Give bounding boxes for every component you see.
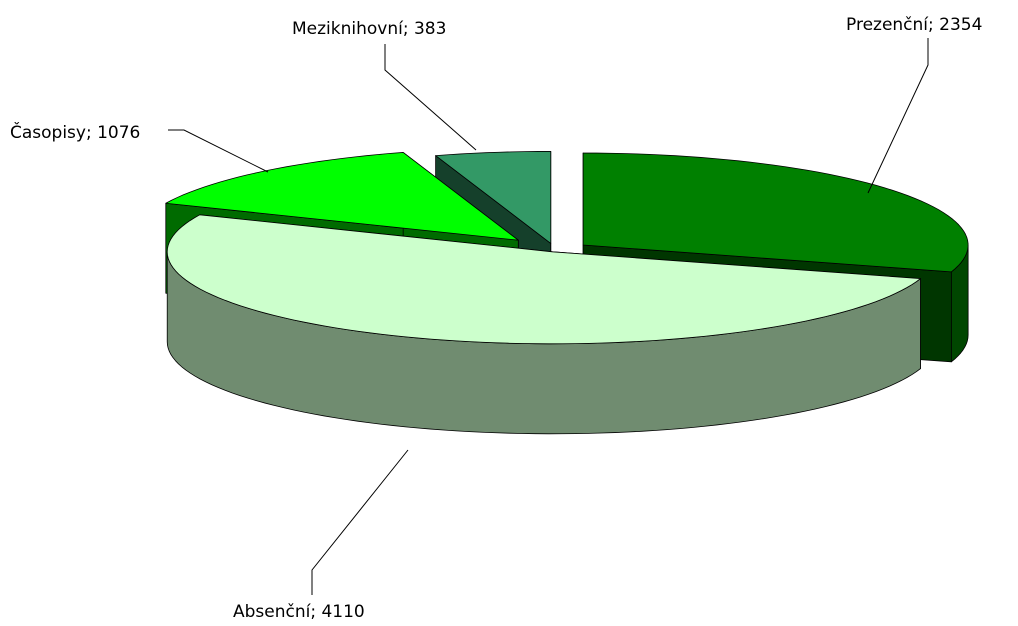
pie-labels: Prezenční; 2354 Absenční; 4110 Časopisy;… [10,15,982,622]
leader-line-meziknihovni [384,44,477,151]
leader-line-absencni [311,449,409,595]
slice-label-casopisy: Časopisy; 1076 [10,121,140,143]
slice-prezencni-top [582,152,969,273]
slice-label-absencni: Absenční; 4110 [233,602,365,622]
slice-absencni-top [166,214,921,345]
slice-casopisy-top [165,152,519,241]
leader-line-casopisy [168,129,269,173]
slice-label-prezencni: Prezenční; 2354 [846,15,982,35]
slice-label-meziknihovni: Meziknihovní; 383 [292,19,446,39]
leader-line-prezencni [867,38,929,194]
slice-absencni [166,214,921,435]
slice-meziknihovni-top [435,150,552,244]
pie-slices [165,150,969,435]
